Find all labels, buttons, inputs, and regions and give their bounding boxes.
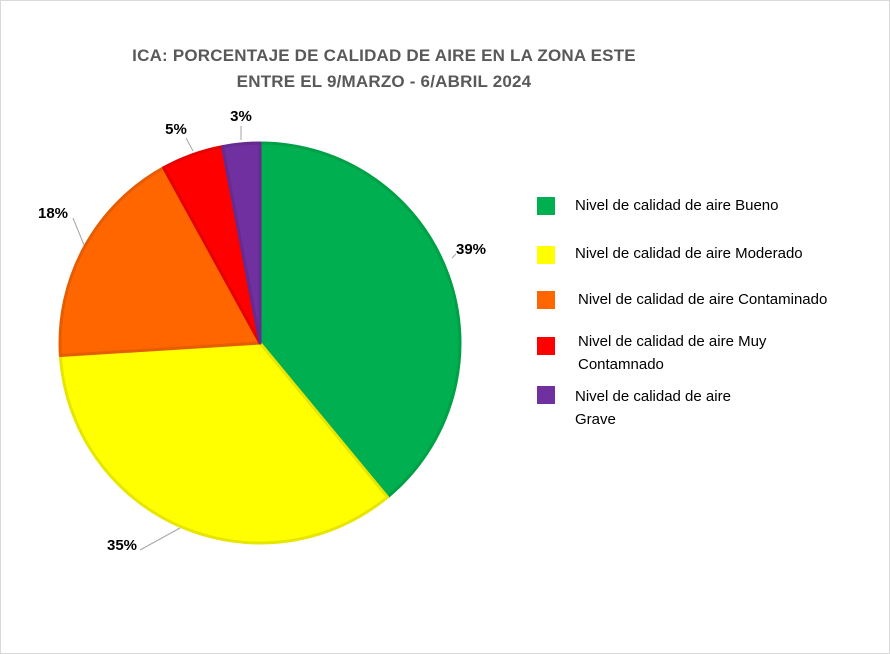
chart-title: ICA: PORCENTAJE DE CALIDAD DE AIRE EN LA…	[0, 43, 768, 95]
chart-title-line-1: ICA: PORCENTAJE DE CALIDAD DE AIRE EN LA…	[132, 46, 636, 65]
pie-slice-contaminado	[58, 166, 262, 358]
legend-label-contaminado: Nivel de calidad de aire Contaminado	[578, 291, 828, 308]
pie-slice-bueno	[258, 141, 462, 499]
legend-label-moderado: Nivel de calidad de aire Moderado	[575, 245, 803, 262]
legend-swatch-muy-contaminado	[537, 337, 555, 355]
legend-label-grave: Nivel de calidad de aire Grave	[575, 388, 731, 428]
leader-line	[185, 137, 194, 152]
leader-line	[72, 217, 85, 246]
legend-swatch-contaminado	[537, 291, 555, 309]
data-label: 39%	[456, 241, 486, 258]
pie-slice-moderado	[58, 341, 389, 545]
pie-slice-grave	[221, 141, 262, 345]
legend-label-muy-contaminado: Nivel de calidad de aire Muy Contamnado	[578, 333, 767, 373]
leader-line	[139, 527, 181, 551]
legend-label-bueno: Nivel de calidad de aire Bueno	[575, 197, 779, 214]
chart-title-line-2: ENTRE EL 9/MARZO - 6/ABRIL 2024	[236, 72, 532, 91]
data-label: 3%	[230, 108, 252, 125]
legend-swatch-grave	[537, 386, 555, 404]
legend-swatch-moderado	[537, 246, 555, 264]
data-label: 5%	[165, 121, 187, 138]
data-label: 35%	[107, 537, 137, 554]
legend-swatch-bueno	[537, 197, 555, 215]
leader-line	[451, 253, 457, 259]
data-label: 18%	[38, 205, 68, 222]
